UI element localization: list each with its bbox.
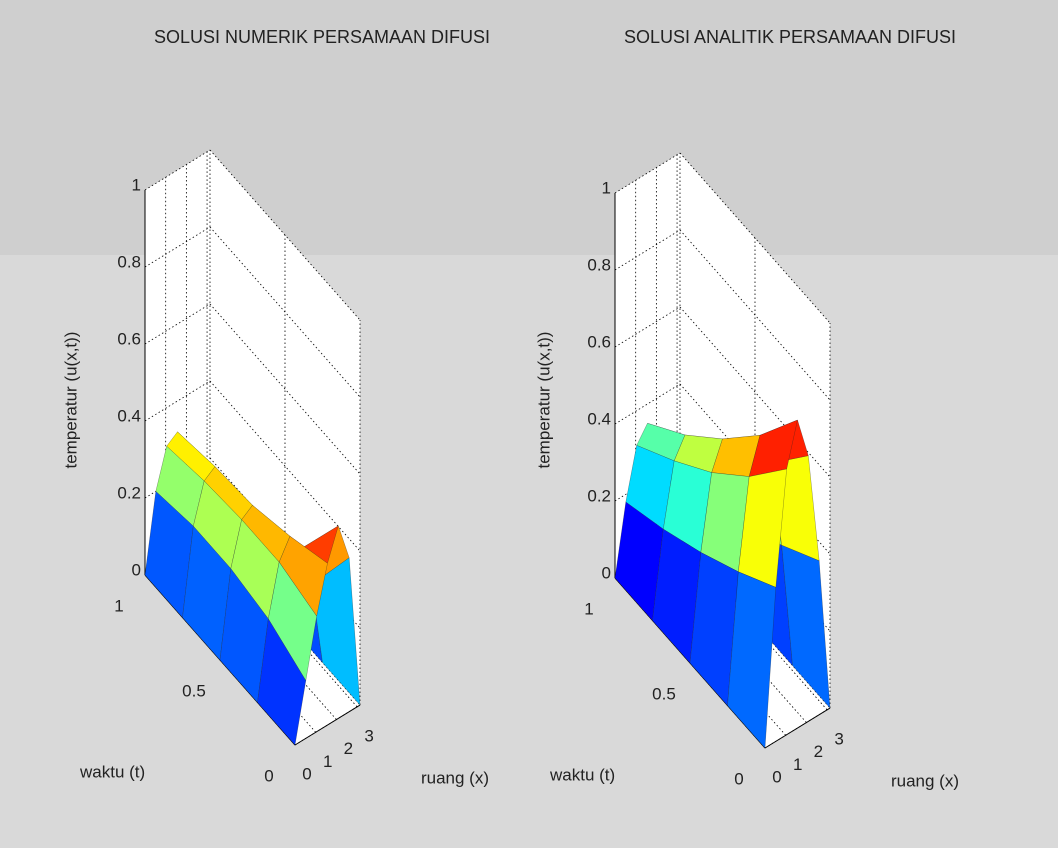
y-tick-label: 1 xyxy=(114,596,123,615)
z-tick-label: 0.6 xyxy=(587,332,611,351)
figure: 00.20.40.60.81012300.51SOLUSI NUMERIK PE… xyxy=(0,0,1058,848)
z-tick-label: 0.8 xyxy=(587,255,611,274)
page: 00.20.40.60.81012300.51SOLUSI NUMERIK PE… xyxy=(0,0,1058,848)
x-tick-label: 3 xyxy=(834,729,843,748)
y-tick-label: 1 xyxy=(584,599,593,618)
z-tick-label: 0 xyxy=(132,560,141,579)
chart-title: SOLUSI NUMERIK PERSAMAAN DIFUSI xyxy=(154,27,490,47)
z-tick-label: 0 xyxy=(602,563,611,582)
z-tick-label: 0.4 xyxy=(587,409,611,428)
z-tick-label: 0.8 xyxy=(117,252,141,271)
x-tick-label: 0 xyxy=(772,767,781,786)
y-tick-label: 0.5 xyxy=(652,684,676,703)
y-axis-label: waktu (t) xyxy=(79,762,145,781)
z-tick-label: 0.2 xyxy=(587,486,611,505)
x-tick-label: 2 xyxy=(814,742,823,761)
x-tick-label: 3 xyxy=(364,726,373,745)
z-axis-label: temperatur (u(x,t)) xyxy=(534,332,553,469)
x-tick-label: 0 xyxy=(302,764,311,783)
x-tick-label: 2 xyxy=(344,739,353,758)
y-tick-label: 0 xyxy=(264,766,273,785)
x-tick-label: 1 xyxy=(793,755,802,774)
y-tick-label: 0.5 xyxy=(182,681,206,700)
x-tick-label: 1 xyxy=(323,752,332,771)
z-tick-label: 0.2 xyxy=(117,483,141,502)
z-tick-label: 1 xyxy=(132,175,141,194)
z-axis-label: temperatur (u(x,t)) xyxy=(61,332,80,469)
z-tick-label: 0.6 xyxy=(117,329,141,348)
x-axis-label: ruang (x) xyxy=(891,771,959,790)
z-tick-label: 0.4 xyxy=(117,406,141,425)
y-tick-label: 0 xyxy=(734,769,743,788)
y-axis-label: waktu (t) xyxy=(549,765,615,784)
x-axis-label: ruang (x) xyxy=(421,768,489,787)
z-tick-label: 1 xyxy=(602,178,611,197)
chart-title: SOLUSI ANALITIK PERSAMAAN DIFUSI xyxy=(624,27,956,47)
